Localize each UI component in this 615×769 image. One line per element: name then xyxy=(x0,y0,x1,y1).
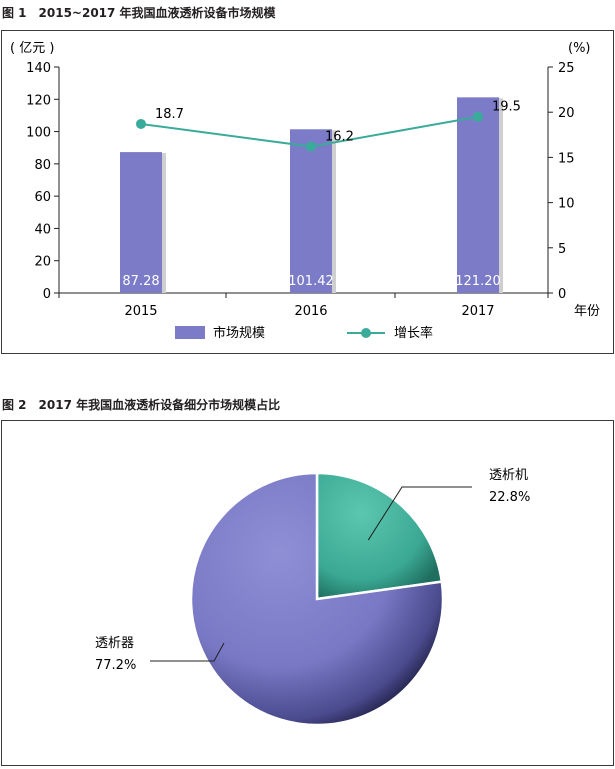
figure1-panel: 0 20 40 60 80 100 120 140 0 5 10 15 20 25 ( 亿元 ) (%) 201… xyxy=(1,30,614,354)
pie-slice-0 xyxy=(315,471,444,601)
figure2-panel: 透析机 22.8% 透析器 77.2% xyxy=(1,420,614,766)
y-right-tick-label: 20 xyxy=(558,106,575,121)
y-left-unit: ( 亿元 ) xyxy=(10,41,54,56)
legend-label-growth-rate: 增长率 xyxy=(394,325,433,341)
pie-label-dialyzer: 透析器 xyxy=(95,636,134,651)
leader-line-dialyzer xyxy=(150,642,225,662)
legend-swatch-market-size xyxy=(175,326,205,339)
bar-value-label: 101.42 xyxy=(288,274,334,289)
x-tick-label: 2017 xyxy=(461,304,494,319)
growth-rate-label: 18.7 xyxy=(155,107,184,122)
growth-rate-point xyxy=(136,118,146,129)
y-left-tick-label: 60 xyxy=(34,190,51,205)
figure2-title: 图 2 2017 年我国血液透析设备细分市场规模占比 xyxy=(2,398,281,412)
growth-rate-label: 19.5 xyxy=(492,100,521,115)
pie-value-dialysis-machine: 22.8% xyxy=(489,490,530,505)
growth-rate-point xyxy=(306,141,316,152)
y-left-tick-label: 40 xyxy=(34,222,51,237)
y-left-tick-label: 20 xyxy=(34,255,51,270)
growth-rate-label: 16.2 xyxy=(325,130,354,145)
y-right-tick-label: 15 xyxy=(558,151,575,166)
y-left-tick-label: 120 xyxy=(26,93,51,108)
y-right-tick-label: 25 xyxy=(558,61,575,76)
bar-value-label: 121.20 xyxy=(455,274,501,289)
legend-label-market-size: 市场规模 xyxy=(213,325,265,341)
y-right-tick-label: 0 xyxy=(558,287,566,302)
legend-marker-growth-rate xyxy=(361,328,371,338)
x-tick-label: 2015 xyxy=(124,304,157,319)
pie-label-dialysis-machine: 透析机 xyxy=(489,468,528,483)
pie-slice-1 xyxy=(189,471,445,727)
figure1-title: 图 1 2015~2017 年我国血液透析设备市场规模 xyxy=(2,6,276,20)
y-right-tick-label: 5 xyxy=(558,242,566,257)
bar-value-label: 87.28 xyxy=(122,274,159,289)
y-left-tick-label: 0 xyxy=(43,287,51,302)
y-left-tick-label: 140 xyxy=(26,61,51,76)
bar-2016 xyxy=(290,129,332,293)
y-right-unit: (%) xyxy=(568,41,591,56)
pie-value-dialyzer: 77.2% xyxy=(95,658,136,673)
bar-2015 xyxy=(120,152,162,293)
combo-chart: 0 20 40 60 80 100 120 140 0 5 10 15 20 25 ( 亿元 ) (%) 201… xyxy=(10,41,600,341)
growth-rate-point xyxy=(473,111,483,122)
y-left-tick-label: 80 xyxy=(34,158,51,173)
x-axis-label: 年份 xyxy=(574,304,600,319)
x-tick-label: 2016 xyxy=(294,304,327,319)
leader-line-dialysis-machine xyxy=(367,486,472,541)
pie-chart: 透析机 22.8% 透析器 77.2% xyxy=(95,468,530,727)
y-right-tick-label: 10 xyxy=(558,197,575,212)
bar-2017 xyxy=(457,97,499,293)
y-left-tick-label: 100 xyxy=(26,126,51,141)
